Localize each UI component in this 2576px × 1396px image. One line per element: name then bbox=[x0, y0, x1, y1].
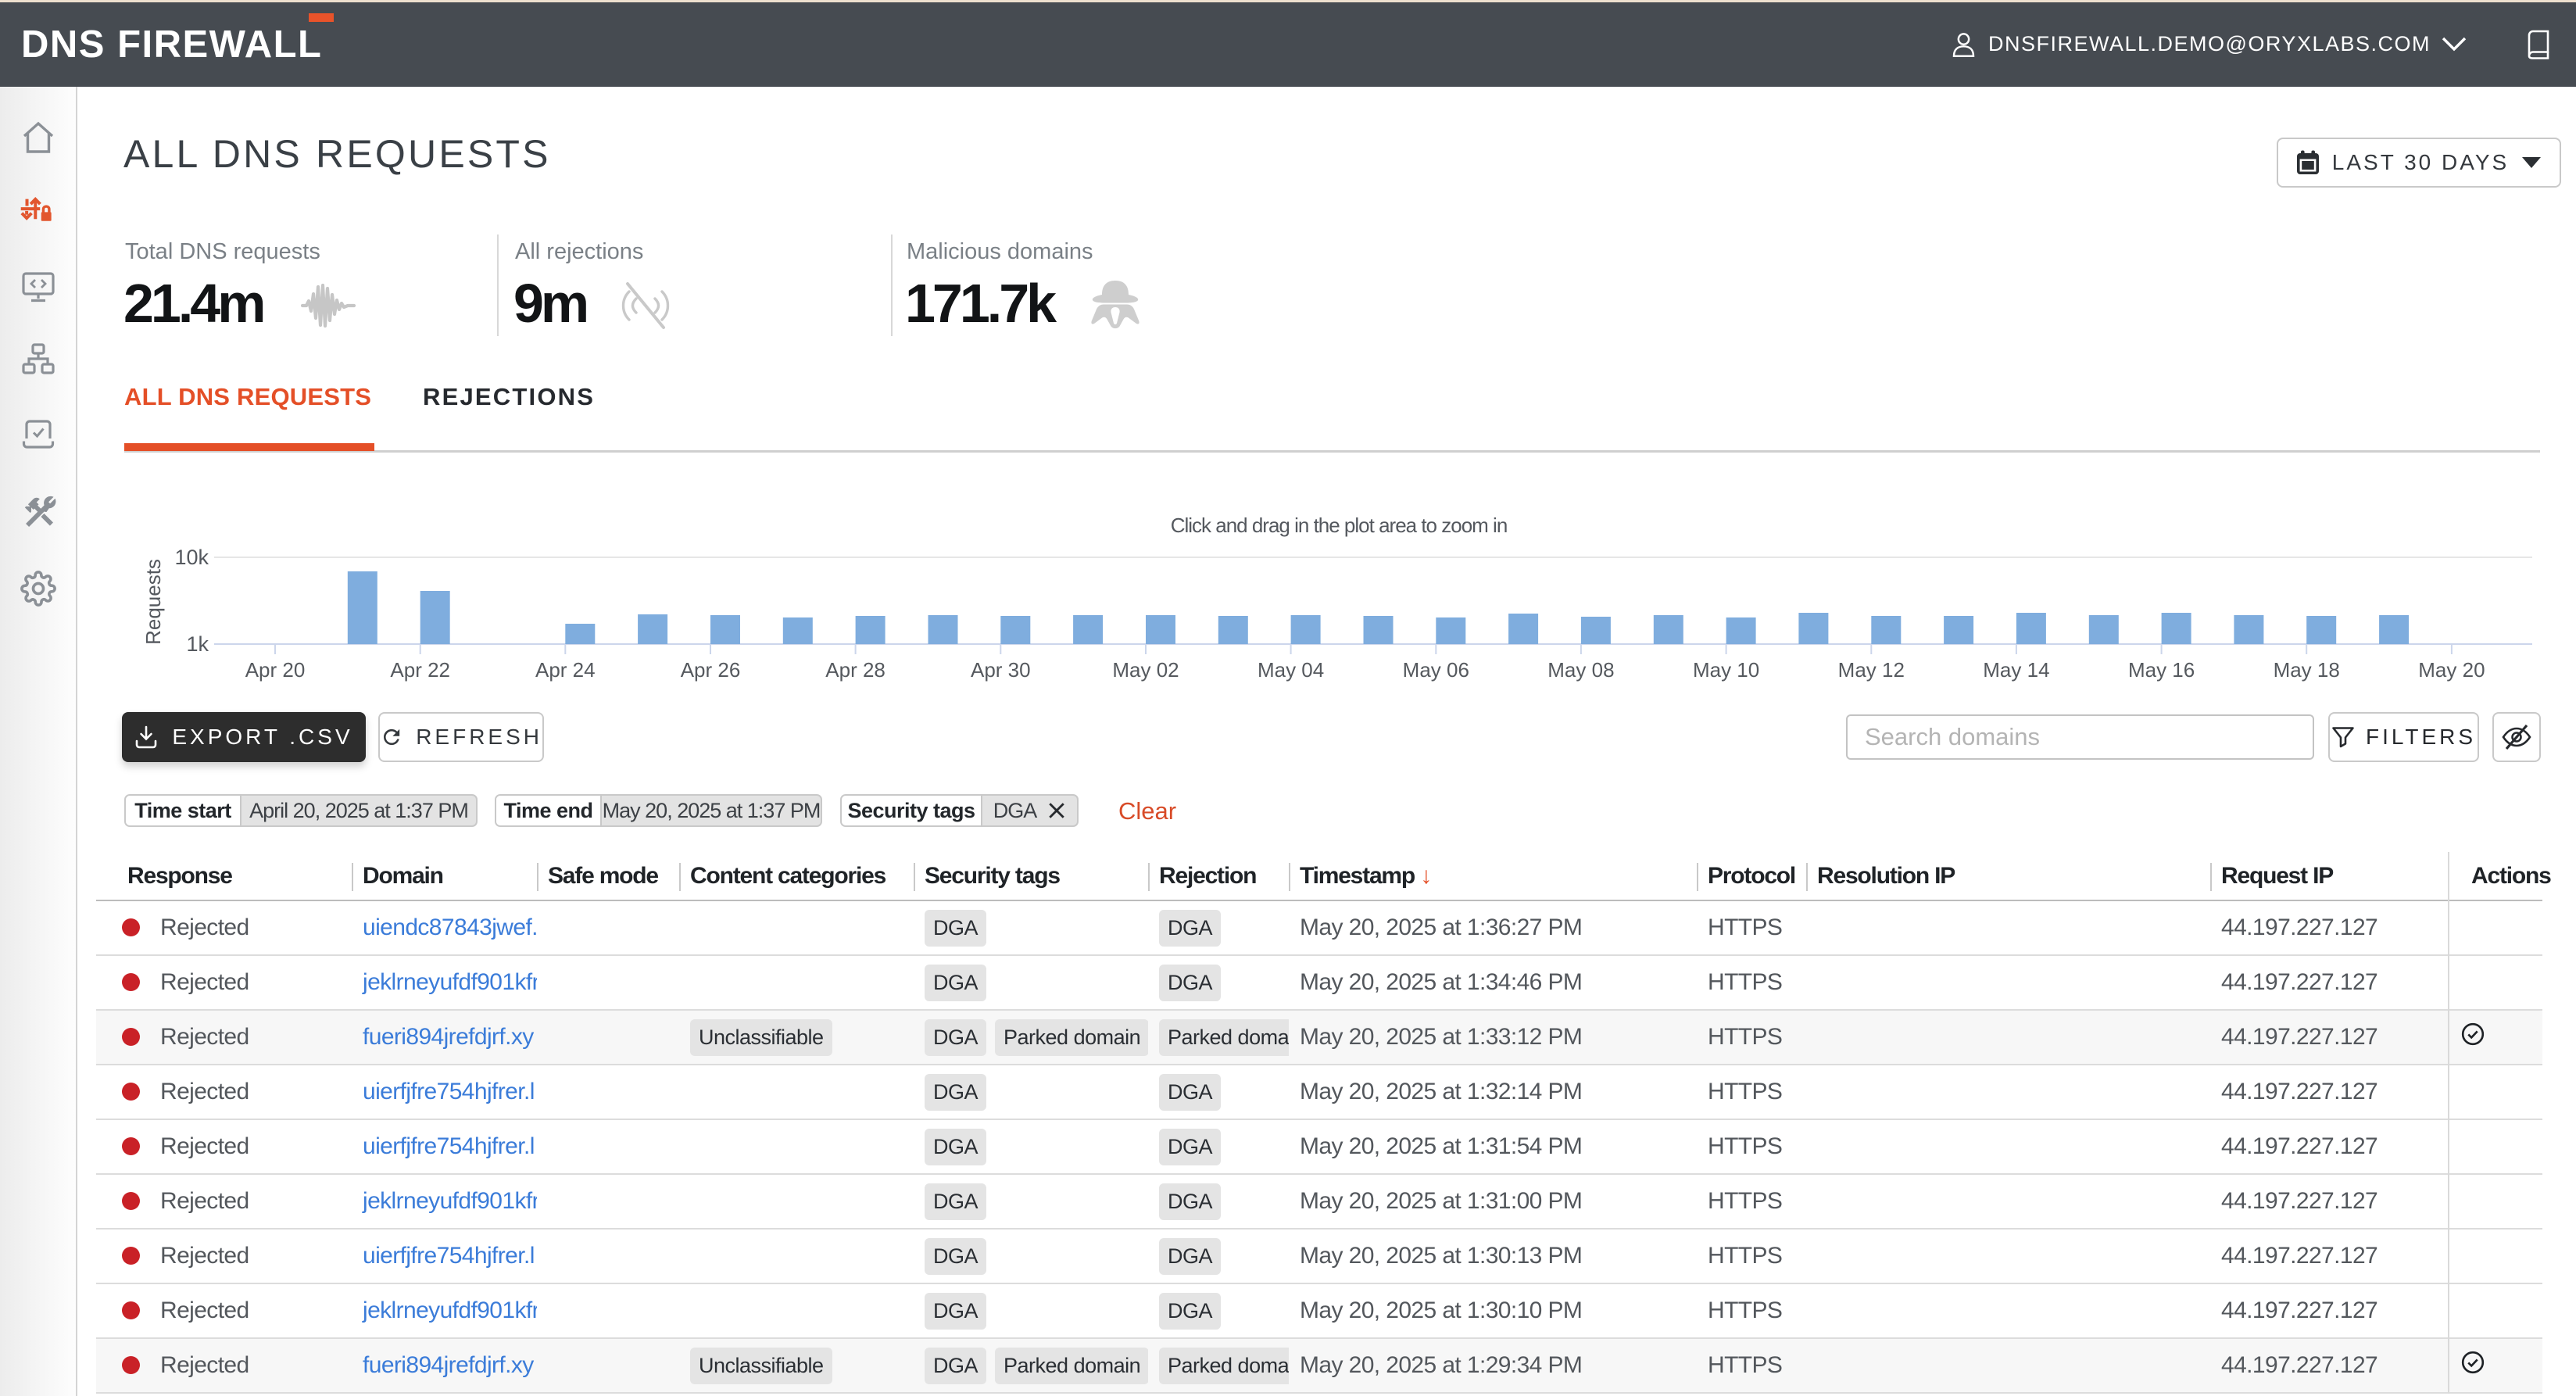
svg-text:May 04: May 04 bbox=[1258, 658, 1324, 682]
svg-text:Requests: Requests bbox=[141, 559, 165, 645]
svg-text:May 06: May 06 bbox=[1403, 658, 1469, 682]
svg-text:Apr 26: Apr 26 bbox=[681, 658, 741, 682]
svg-text:Apr 30: Apr 30 bbox=[971, 658, 1031, 682]
svg-text:May 12: May 12 bbox=[1838, 658, 1905, 682]
svg-text:Apr 24: Apr 24 bbox=[535, 658, 596, 682]
svg-text:Apr 28: Apr 28 bbox=[825, 658, 886, 682]
svg-text:May 18: May 18 bbox=[2274, 658, 2340, 682]
svg-text:May 20: May 20 bbox=[2418, 658, 2485, 682]
svg-text:1k: 1k bbox=[186, 632, 209, 656]
svg-text:May 10: May 10 bbox=[1693, 658, 1759, 682]
svg-text:May 14: May 14 bbox=[1983, 658, 2049, 682]
svg-text:May 02: May 02 bbox=[1112, 658, 1179, 682]
svg-text:10k: 10k bbox=[174, 546, 209, 569]
svg-text:May 16: May 16 bbox=[2128, 658, 2195, 682]
svg-text:Apr 20: Apr 20 bbox=[245, 658, 306, 682]
svg-text:May 08: May 08 bbox=[1547, 658, 1614, 682]
svg-text:Apr 22: Apr 22 bbox=[390, 658, 450, 682]
